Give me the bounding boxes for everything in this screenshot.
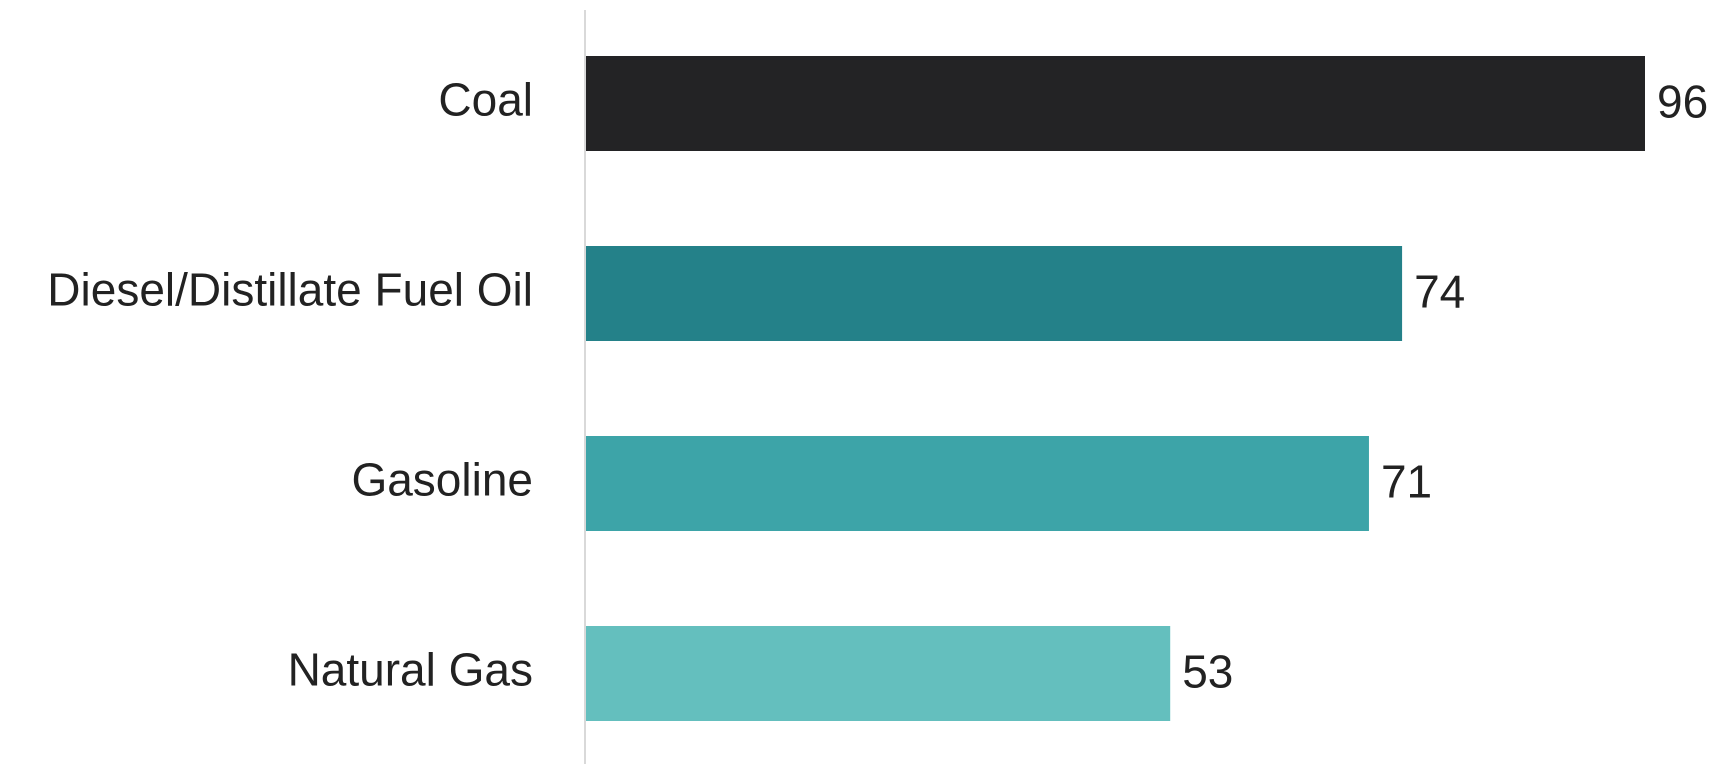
value-labels-group: 96 74 71 53 [1182, 76, 1708, 698]
category-label-natural-gas: Natural Gas [288, 644, 533, 696]
bar-natural-gas [585, 626, 1171, 721]
bar-diesel-distillate-fuel-oil [585, 246, 1403, 341]
bar-gasoline [585, 436, 1369, 531]
value-label-gasoline: 71 [1381, 456, 1432, 508]
category-label-coal: Coal [438, 74, 533, 126]
bars-group [585, 56, 1645, 721]
category-labels-group: Coal Diesel/Distillate Fuel Oil Gasoline Na… [47, 74, 533, 696]
category-label-diesel-distillate-fuel-oil: Diesel/Distillate Fuel Oil [47, 264, 533, 316]
value-label-coal: 96 [1657, 76, 1708, 128]
bar-coal [585, 56, 1645, 151]
value-label-diesel-distillate-fuel-oil: 74 [1414, 266, 1465, 318]
value-label-natural-gas: 53 [1182, 646, 1233, 698]
category-label-gasoline: Gasoline [351, 454, 533, 506]
